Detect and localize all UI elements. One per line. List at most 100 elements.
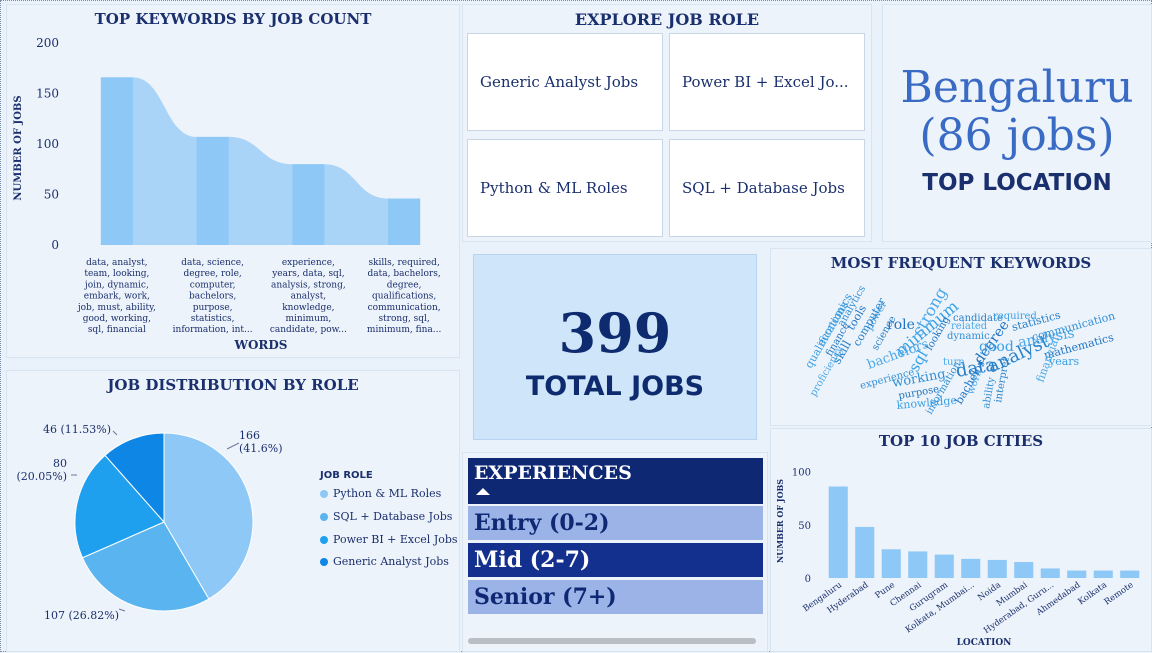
x-tick-label: years, data, sql, bbox=[271, 269, 344, 279]
explore-title: EXPLORE JOB ROLE bbox=[574, 10, 760, 29]
legend-dot bbox=[320, 557, 328, 566]
keywords-chart-panel: TOP KEYWORDS BY JOB COUNT 0 50 100 150 200 da… bbox=[6, 4, 460, 358]
experience-item-label: Senior (7+) bbox=[474, 584, 617, 610]
x-tick-label: purpose, bbox=[193, 303, 233, 313]
experience-item-label: Mid (2-7) bbox=[474, 547, 591, 573]
wordcloud-title: MOST FREQUENT KEYWORDS bbox=[830, 254, 1092, 272]
y-tick-label: 50 bbox=[798, 521, 811, 532]
pie-data-label: 80 bbox=[53, 457, 67, 470]
x-tick-label: candidate, pow... bbox=[270, 325, 347, 335]
experience-item-mid[interactable]: Mid (2-7) bbox=[468, 543, 763, 577]
total-jobs-value: 399 bbox=[558, 301, 672, 365]
top-location-jobs: (86 jobs) bbox=[919, 110, 1115, 161]
wordcloud-word: dynamic bbox=[947, 331, 990, 342]
keyword-bar bbox=[388, 198, 421, 245]
experience-item-entry[interactable]: Entry (0-2) bbox=[468, 506, 763, 540]
legend-label: Generic Analyst Jobs bbox=[333, 555, 449, 568]
wordcloud-word: related bbox=[951, 321, 988, 332]
city-bar bbox=[855, 526, 875, 578]
pie-slice bbox=[104, 432, 165, 524]
keywords-area-chart: 0 50 100 150 200 data, analyst,team, looking,… bbox=[13, 36, 441, 352]
legend-dot bbox=[320, 535, 328, 544]
wordcloud-word: ability bbox=[981, 376, 997, 409]
tile-label: Power BI + Excel Jo... bbox=[682, 73, 849, 91]
y-axis-title: NUMBER OF JOBS bbox=[775, 479, 785, 563]
tile-label: Python & ML Roles bbox=[480, 179, 628, 197]
experience-title: EXPERIENCES bbox=[474, 462, 632, 484]
keywords-chart-title: TOP KEYWORDS BY JOB COUNT bbox=[94, 10, 372, 28]
x-tick-label: qualifications, bbox=[372, 292, 436, 302]
x-tick-label: data, analyst, bbox=[86, 258, 147, 268]
tile-sql-database-jobs[interactable]: SQL + Database Jobs bbox=[669, 139, 865, 237]
x-tick-label: skills, required, bbox=[368, 258, 439, 268]
x-tick-label: analysis, strong, bbox=[271, 280, 346, 290]
legend-item-generic-analyst[interactable]: Generic Analyst Jobs bbox=[320, 555, 449, 568]
x-tick-label: statistics, bbox=[191, 314, 235, 324]
top-location-city: Bengaluru bbox=[900, 62, 1134, 113]
city-bar bbox=[1120, 570, 1140, 578]
x-tick-label: minimum, bbox=[285, 314, 331, 324]
tile-python-ml-roles[interactable]: Python & ML Roles bbox=[467, 139, 663, 237]
cities-chart-panel: TOP 10 JOB CITIES 0 50 100 Bengaluru Hyderab… bbox=[770, 428, 1152, 652]
y-tick-label: 150 bbox=[36, 87, 59, 101]
city-bar bbox=[934, 554, 954, 578]
total-jobs-card: 399 TOTAL JOBS bbox=[473, 254, 757, 440]
city-bar bbox=[828, 486, 848, 578]
tile-generic-analyst-jobs[interactable]: Generic Analyst Jobs bbox=[467, 33, 663, 131]
y-tick-label: 100 bbox=[36, 137, 59, 151]
wordcloud-word: years bbox=[1048, 355, 1080, 368]
legend-label: Power BI + Excel Jobs bbox=[333, 533, 458, 546]
experience-item-senior[interactable]: Senior (7+) bbox=[468, 580, 763, 614]
distribution-pie-chart: 166(41.6%) 107 (26.82%) 80(20.05%) 46 (11.5… bbox=[16, 423, 282, 622]
experience-header[interactable]: EXPERIENCES bbox=[468, 458, 763, 504]
city-bar bbox=[1067, 570, 1087, 578]
city-bar bbox=[961, 558, 981, 578]
x-tick-label: degree, role, bbox=[183, 269, 241, 279]
city-bar bbox=[987, 559, 1007, 578]
pie-leader-line bbox=[226, 442, 240, 450]
horizontal-scrollbar[interactable] bbox=[468, 638, 756, 644]
experience-item-label: Entry (0-2) bbox=[474, 510, 610, 536]
x-tick-label: information, int... bbox=[173, 325, 253, 335]
wordcloud: economicsfinancequalificationsskillprofi… bbox=[802, 284, 1116, 417]
x-tick-label: embark, work, bbox=[84, 292, 150, 302]
top-location-card: Bengaluru (86 jobs) TOP LOCATION bbox=[882, 4, 1152, 242]
total-jobs-label: TOTAL JOBS bbox=[525, 371, 705, 402]
legend-item-power-bi[interactable]: Power BI + Excel Jobs bbox=[320, 533, 458, 546]
wordcloud-word: good bbox=[979, 339, 1014, 355]
x-tick-label: data, bachelors, bbox=[368, 269, 441, 279]
pie-data-label: 107 (26.82%) bbox=[44, 609, 119, 622]
wordcloud-word: turn bbox=[943, 357, 965, 368]
y-tick-label: 0 bbox=[805, 574, 811, 585]
city-bar bbox=[881, 549, 901, 578]
y-tick-label: 0 bbox=[51, 238, 59, 252]
x-tick-label: communication, bbox=[368, 303, 441, 313]
tile-label: SQL + Database Jobs bbox=[682, 179, 845, 197]
tile-power-bi-excel-jobs[interactable]: Power BI + Excel Jo... bbox=[669, 33, 865, 131]
city-bar bbox=[1040, 568, 1060, 578]
y-tick-label: 50 bbox=[44, 188, 59, 202]
x-tick-label: Remote bbox=[1103, 580, 1136, 607]
legend-item-sql-database[interactable]: SQL + Database Jobs bbox=[320, 510, 452, 523]
x-tick-label: analyst, bbox=[291, 292, 327, 302]
keyword-area bbox=[100, 77, 421, 245]
city-bar bbox=[1093, 570, 1113, 578]
wordcloud-word: required bbox=[993, 311, 1037, 322]
x-tick-label: degree, bbox=[387, 280, 422, 290]
legend-title: JOB ROLE bbox=[320, 470, 373, 481]
top-location-label: TOP LOCATION bbox=[922, 170, 1112, 196]
sort-up-icon[interactable] bbox=[476, 488, 490, 495]
y-tick-label: 200 bbox=[36, 36, 59, 50]
wordcloud-panel: MOST FREQUENT KEYWORDS economics finance q… bbox=[770, 248, 1152, 426]
x-tick-label: Kolkata bbox=[1076, 580, 1108, 607]
x-tick-label: team, looking, bbox=[84, 269, 149, 279]
y-axis-title: NUMBER OF JOBS bbox=[13, 95, 24, 200]
keyword-bar bbox=[196, 136, 229, 245]
pie-slice bbox=[163, 432, 254, 600]
legend-item-python-ml[interactable]: Python & ML Roles bbox=[320, 487, 441, 500]
legend-label: SQL + Database Jobs bbox=[333, 510, 453, 523]
wordcloud-word: knowledge bbox=[896, 394, 957, 412]
x-tick-label: knowledge, bbox=[282, 303, 334, 313]
distribution-panel: JOB DISTRIBUTION BY ROLE 166 (41.6%) 107 (… bbox=[6, 370, 460, 652]
